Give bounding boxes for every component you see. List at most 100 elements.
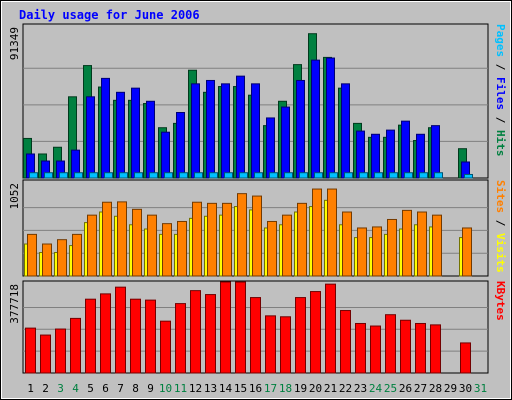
- x-tick-label-26: 26: [399, 382, 412, 395]
- x-tick-label-16: 16: [249, 382, 262, 395]
- panel-visits-legend-item: Visits: [494, 233, 507, 273]
- bar-sites-24: [372, 226, 382, 277]
- x-tick-label-18: 18: [279, 382, 292, 395]
- bar-files-12: [191, 83, 200, 179]
- bar-sites-7: [117, 201, 127, 277]
- bar-kbytes-16: [250, 297, 261, 374]
- x-tick-label-28: 28: [429, 382, 442, 395]
- panel-hits-legend-item: /: [494, 110, 507, 130]
- chart-title: Daily usage for June 2006: [19, 8, 200, 22]
- bar-kbytes-25: [385, 314, 396, 374]
- bar-pages-5: [89, 172, 98, 179]
- bar-files-28: [431, 125, 440, 179]
- panel-visits-legend-item: Sites: [494, 180, 507, 213]
- panel-visits-legend-item: /: [494, 213, 507, 233]
- panel-hits-side-label: Pages / Files / Hits: [494, 24, 507, 157]
- bar-sites-13: [207, 202, 217, 277]
- bar-files-22: [341, 83, 350, 179]
- panel-visits-side-label: Sites / Visits: [494, 180, 507, 273]
- bar-sites-30: [462, 227, 472, 277]
- bar-kbytes-17: [265, 315, 276, 374]
- bar-kbytes-9: [145, 299, 156, 374]
- panel-kbytes-side-label: KBytes: [494, 281, 507, 321]
- panel-hits-legend-item: Hits: [494, 130, 507, 157]
- bar-pages-20: [314, 172, 323, 179]
- panel-hits: 91349 Pages / Files / Hits: [8, 23, 507, 179]
- bar-pages-25: [389, 172, 398, 179]
- bar-sites-15: [237, 193, 247, 277]
- bar-sites-22: [342, 211, 352, 277]
- bar-pages-2: [44, 172, 53, 179]
- bar-pages-21: [329, 172, 338, 179]
- bar-sites-27: [417, 211, 427, 277]
- x-tick-label-30: 30: [459, 382, 472, 395]
- bar-sites-18: [282, 214, 292, 277]
- bar-pages-24: [374, 172, 383, 179]
- bar-kbytes-30: [460, 342, 471, 374]
- bar-files-23: [356, 130, 365, 179]
- x-tick-label-15: 15: [234, 382, 247, 395]
- bar-sites-23: [357, 227, 367, 277]
- bar-sites-28: [432, 214, 442, 277]
- panel-visits: 1052 Sites / Visits: [8, 179, 507, 277]
- bar-pages-27: [419, 172, 428, 179]
- x-tick-label-24: 24: [369, 382, 383, 395]
- x-tick-label-25: 25: [384, 382, 397, 395]
- x-tick-label-11: 11: [174, 382, 187, 395]
- bar-files-9: [146, 100, 155, 179]
- x-tick-label-14: 14: [219, 382, 233, 395]
- x-tick-label-21: 21: [324, 382, 337, 395]
- bar-pages-4: [74, 172, 83, 179]
- x-tick-label-4: 4: [72, 382, 79, 395]
- x-tick-label-5: 5: [87, 382, 94, 395]
- bar-kbytes-21: [325, 283, 336, 374]
- bar-files-26: [401, 120, 410, 179]
- bar-sites-4: [72, 233, 82, 277]
- x-tick-label-31: 31: [474, 382, 487, 395]
- bar-pages-13: [209, 172, 218, 179]
- x-tick-label-17: 17: [264, 382, 277, 395]
- x-tick-label-2: 2: [42, 382, 49, 395]
- bar-kbytes-2: [40, 334, 51, 374]
- bar-sites-9: [147, 214, 157, 277]
- bar-sites-12: [192, 201, 202, 277]
- bar-kbytes-28: [430, 324, 441, 374]
- bar-kbytes-19: [295, 297, 306, 374]
- bar-kbytes-23: [355, 322, 366, 374]
- bar-files-15: [236, 75, 245, 179]
- bar-pages-15: [239, 172, 248, 179]
- panel-kbytes: 377718 KBytes: [8, 280, 507, 374]
- bar-pages-19: [299, 172, 308, 179]
- bar-kbytes-11: [175, 303, 186, 374]
- x-tick-label-9: 9: [147, 382, 154, 395]
- bar-files-17: [266, 117, 275, 179]
- x-tick-label-8: 8: [132, 382, 139, 395]
- bar-pages-9: [149, 172, 158, 179]
- bar-sites-11: [177, 220, 187, 277]
- bar-kbytes-6: [100, 293, 111, 374]
- bar-pages-8: [134, 172, 143, 179]
- bar-kbytes-13: [205, 294, 216, 374]
- bar-pages-26: [404, 172, 413, 179]
- x-tick-label-3: 3: [57, 382, 64, 395]
- panel-hits-legend-item: Files: [494, 77, 507, 110]
- bar-files-8: [131, 87, 140, 179]
- x-tick-label-22: 22: [339, 382, 352, 395]
- bar-files-16: [251, 83, 260, 179]
- x-tick-label-1: 1: [27, 382, 34, 395]
- panels: 91349 Pages / Files / Hits 1052 Sites / Vis…: [8, 23, 507, 374]
- x-tick-label-27: 27: [414, 382, 427, 395]
- x-tick-label-12: 12: [189, 382, 202, 395]
- bar-kbytes-14: [220, 281, 231, 374]
- x-tick-label-19: 19: [294, 382, 307, 395]
- bar-files-10: [161, 131, 170, 179]
- bar-sites-26: [402, 209, 412, 277]
- bar-files-6: [101, 77, 110, 179]
- bar-pages-18: [284, 172, 293, 179]
- bar-sites-16: [252, 195, 262, 277]
- bar-kbytes-4: [70, 317, 81, 374]
- bar-kbytes-1: [25, 327, 36, 374]
- bar-sites-17: [267, 220, 277, 277]
- bar-files-18: [281, 106, 290, 179]
